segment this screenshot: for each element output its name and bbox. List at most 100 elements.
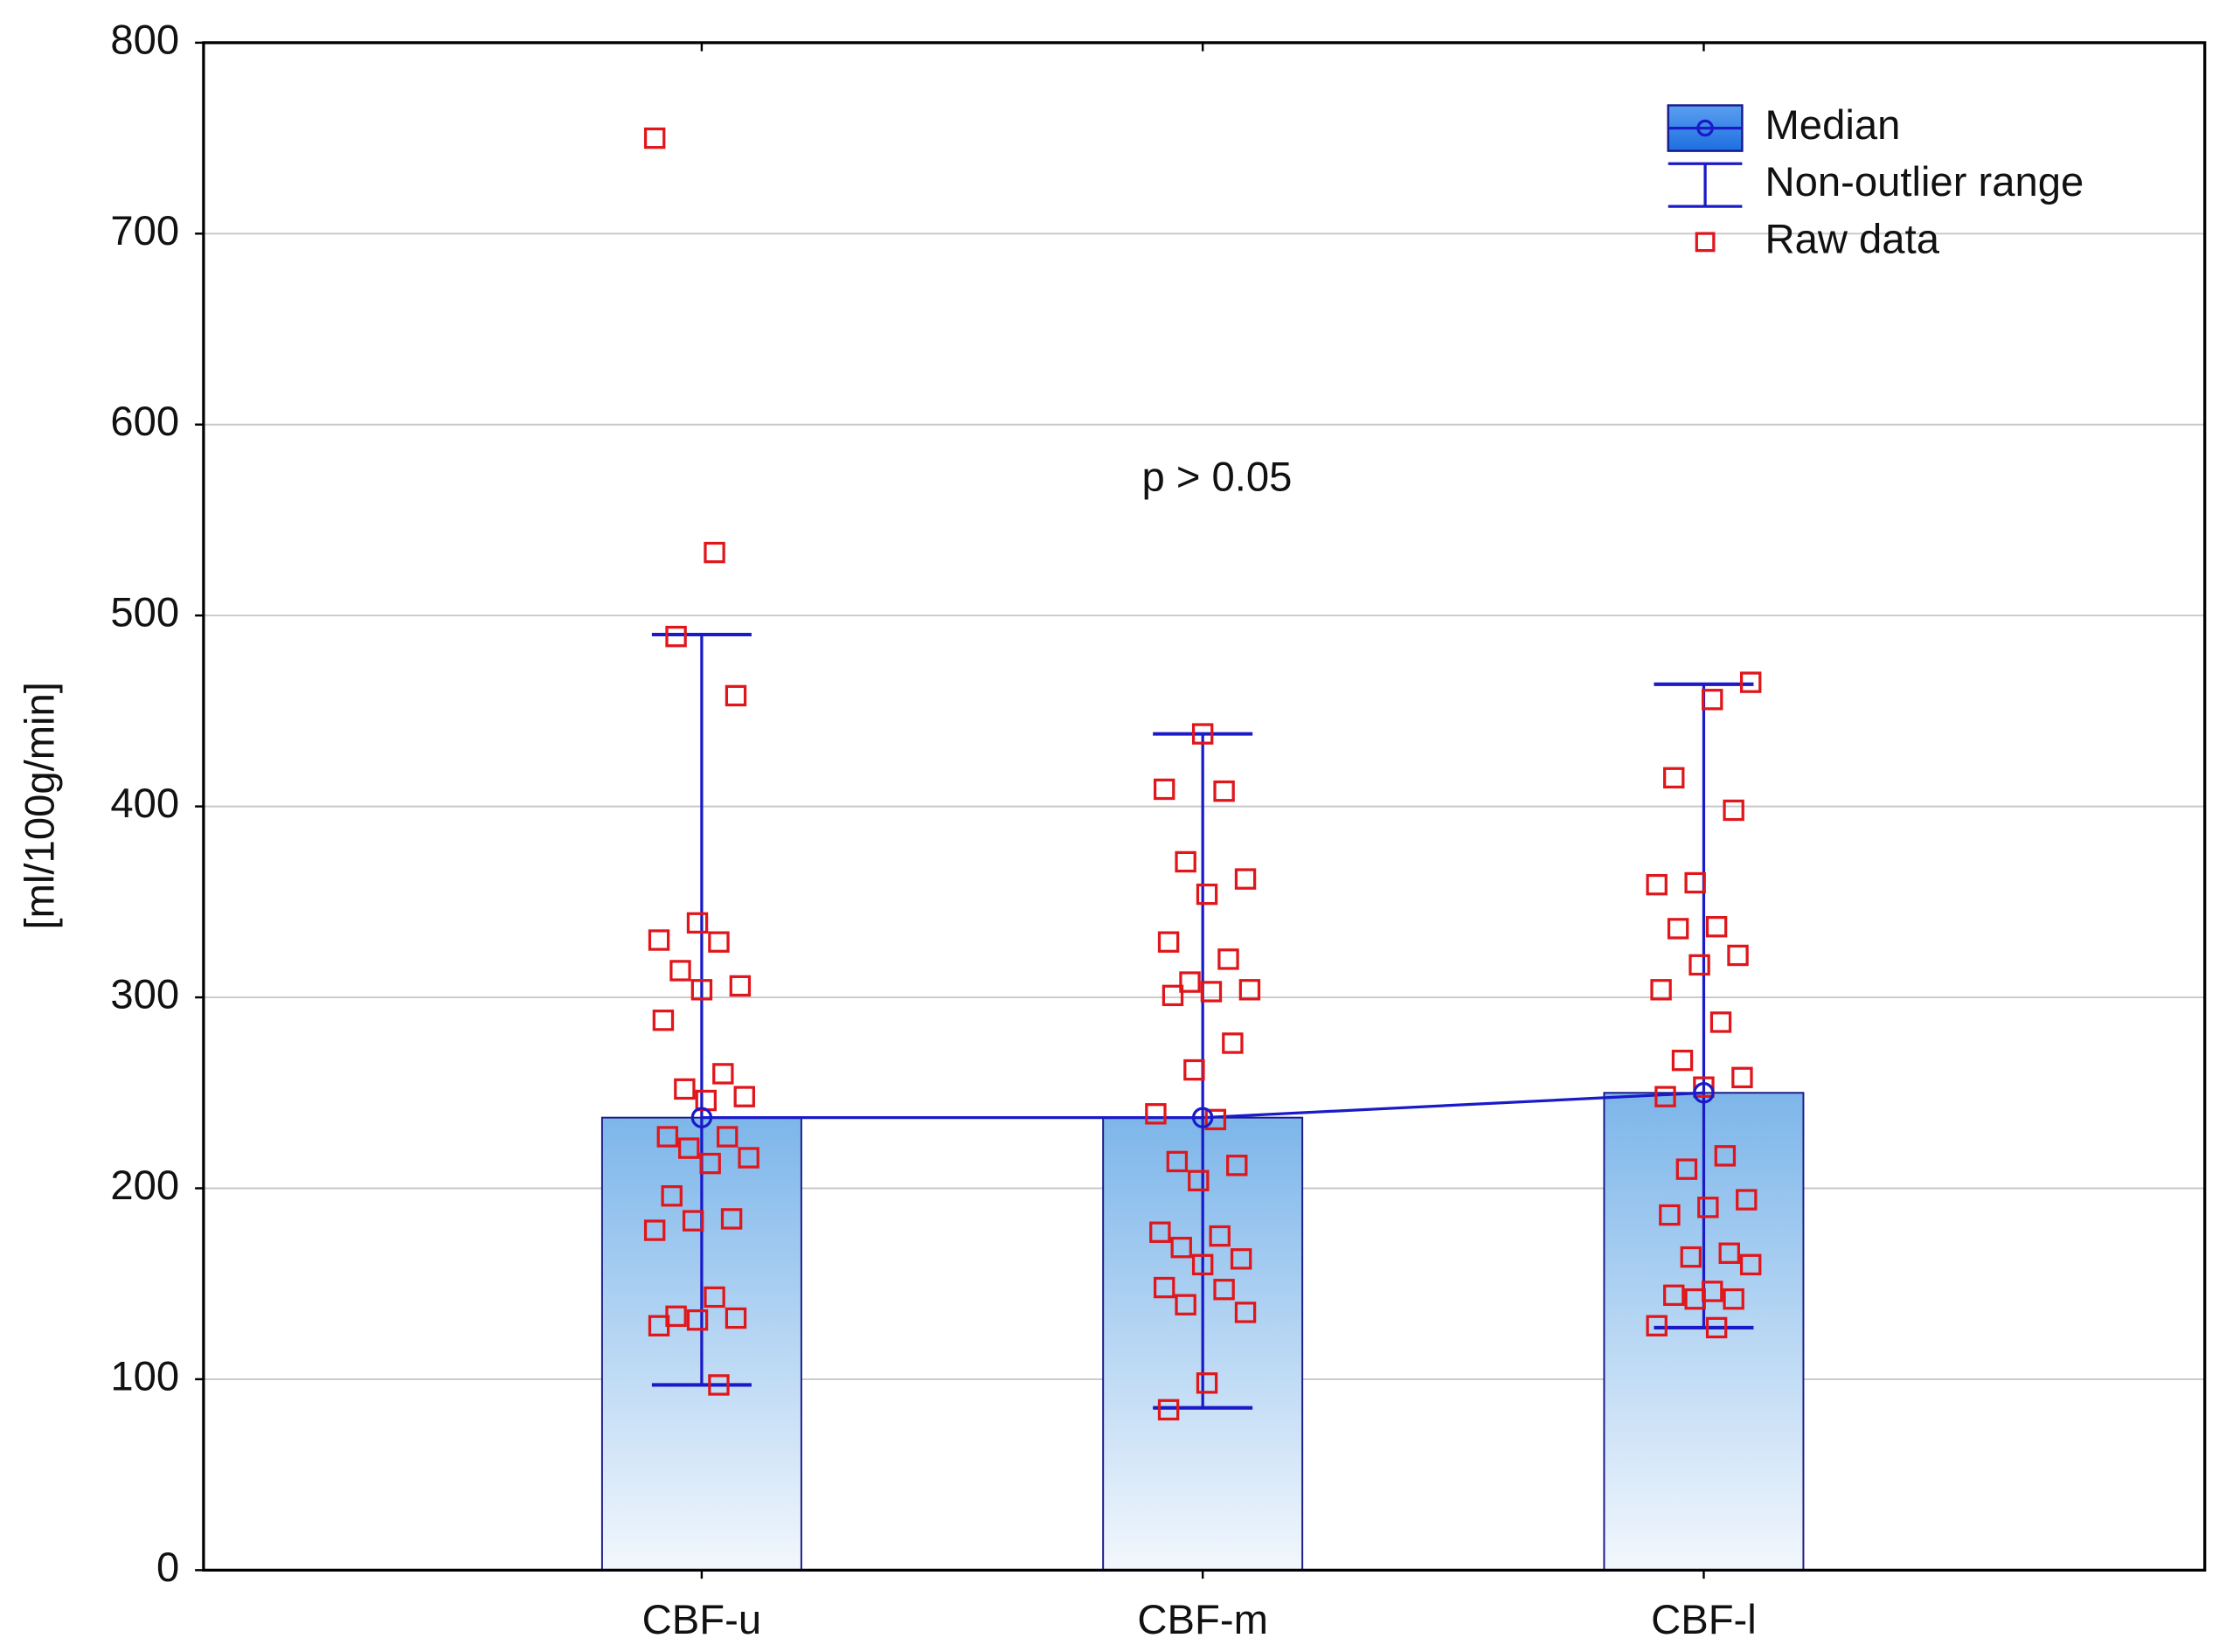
raw-point [1175, 1294, 1196, 1315]
raw-point [1667, 918, 1689, 940]
plot-frame [202, 41, 2207, 1572]
raw-point [1680, 1246, 1702, 1268]
raw-point [712, 1063, 734, 1085]
raw-point [1170, 1236, 1192, 1259]
y-tick-label: 100 [110, 1353, 179, 1399]
legend-swatch [1696, 119, 1714, 137]
y-tick-label: 300 [110, 972, 179, 1018]
raw-point [686, 912, 709, 934]
raw-point [648, 1315, 670, 1336]
raw-point [1213, 780, 1235, 802]
raw-point [704, 1286, 725, 1308]
raw-point [652, 1010, 675, 1031]
raw-point [708, 931, 730, 953]
raw-point [678, 1137, 700, 1159]
y-tick-label: 200 [110, 1163, 179, 1209]
raw-point [1149, 1221, 1171, 1243]
raw-point [1731, 1066, 1753, 1089]
raw-point [1718, 1242, 1740, 1264]
raw-point [1736, 1189, 1758, 1211]
raw-point [1650, 979, 1672, 1001]
raw-point [1663, 1284, 1685, 1307]
raw-point [1654, 1086, 1676, 1107]
raw-point [1213, 1279, 1235, 1301]
raw-point [1723, 799, 1744, 822]
raw-point [1739, 671, 1762, 693]
raw-point [704, 541, 725, 564]
median-point [1693, 1082, 1715, 1104]
raw-point [1222, 1032, 1244, 1054]
x-tick-label: CBF-l [1651, 1597, 1757, 1643]
raw-point [1739, 1253, 1762, 1276]
raw-point [725, 684, 747, 707]
raw-point [729, 975, 752, 997]
raw-point [1145, 1103, 1167, 1125]
raw-point [1234, 1301, 1257, 1323]
raw-point [1157, 1399, 1180, 1421]
y-tick-label: 0 [156, 1544, 179, 1591]
raw-point [674, 1078, 696, 1100]
raw-point [1684, 1288, 1706, 1310]
raw-point [1191, 723, 1214, 745]
raw-point [1671, 1049, 1694, 1072]
raw-point [699, 1152, 721, 1175]
raw-point [1709, 1011, 1732, 1033]
raw-point [1209, 1225, 1231, 1247]
raw-point [648, 929, 670, 951]
y-tick-label: 600 [110, 399, 179, 445]
raw-point [1663, 767, 1685, 789]
raw-point [1217, 948, 1239, 970]
y-tick-label: 500 [110, 590, 179, 636]
raw-point [1162, 984, 1184, 1007]
raw-point [1183, 1059, 1205, 1081]
raw-point [738, 1147, 759, 1169]
raw-point [1697, 1197, 1719, 1218]
raw-point [1153, 778, 1175, 801]
x-tick-label: CBF-u [642, 1597, 761, 1643]
legend-swatch [1695, 232, 1716, 253]
raw-point [665, 625, 687, 648]
raw-point [1157, 931, 1180, 953]
raw-point [720, 1208, 743, 1230]
raw-point [1191, 1253, 1214, 1276]
y-tick-label: 400 [110, 781, 179, 827]
raw-point [1646, 1315, 1668, 1336]
raw-point [1705, 916, 1728, 938]
median-point [690, 1107, 713, 1128]
raw-point [1153, 1276, 1175, 1299]
raw-point [1689, 954, 1710, 976]
raw-point [1659, 1204, 1681, 1226]
raw-point [733, 1086, 755, 1107]
y-axis-label: [ml/100g/min] [17, 682, 63, 929]
raw-point [1166, 1150, 1189, 1173]
raw-point [1684, 871, 1706, 894]
raw-point [1646, 873, 1668, 896]
raw-point [1727, 944, 1749, 967]
raw-point [1234, 868, 1257, 890]
raw-point [643, 1219, 666, 1241]
median-point [1191, 1107, 1214, 1128]
raw-point [1179, 971, 1201, 993]
raw-point [1693, 1076, 1715, 1098]
raw-point [1705, 1316, 1728, 1339]
raw-point [669, 960, 691, 982]
raw-point [661, 1185, 683, 1207]
raw-point [1204, 1108, 1227, 1131]
raw-point [1675, 1158, 1698, 1180]
legend-label: Median [1765, 102, 1900, 149]
raw-point [695, 1089, 718, 1112]
raw-point [1723, 1288, 1744, 1310]
annotation: p > 0.05 [1141, 454, 1292, 500]
raw-point [1196, 883, 1218, 906]
raw-point [1196, 1372, 1218, 1394]
raw-point [708, 1374, 730, 1396]
raw-point [686, 1308, 709, 1331]
raw-point [1188, 1170, 1210, 1191]
legend-label: Raw data [1765, 216, 1939, 262]
raw-point [682, 1210, 704, 1232]
y-tick-label: 800 [110, 17, 179, 63]
raw-point [643, 127, 666, 149]
raw-point [1200, 981, 1223, 1003]
